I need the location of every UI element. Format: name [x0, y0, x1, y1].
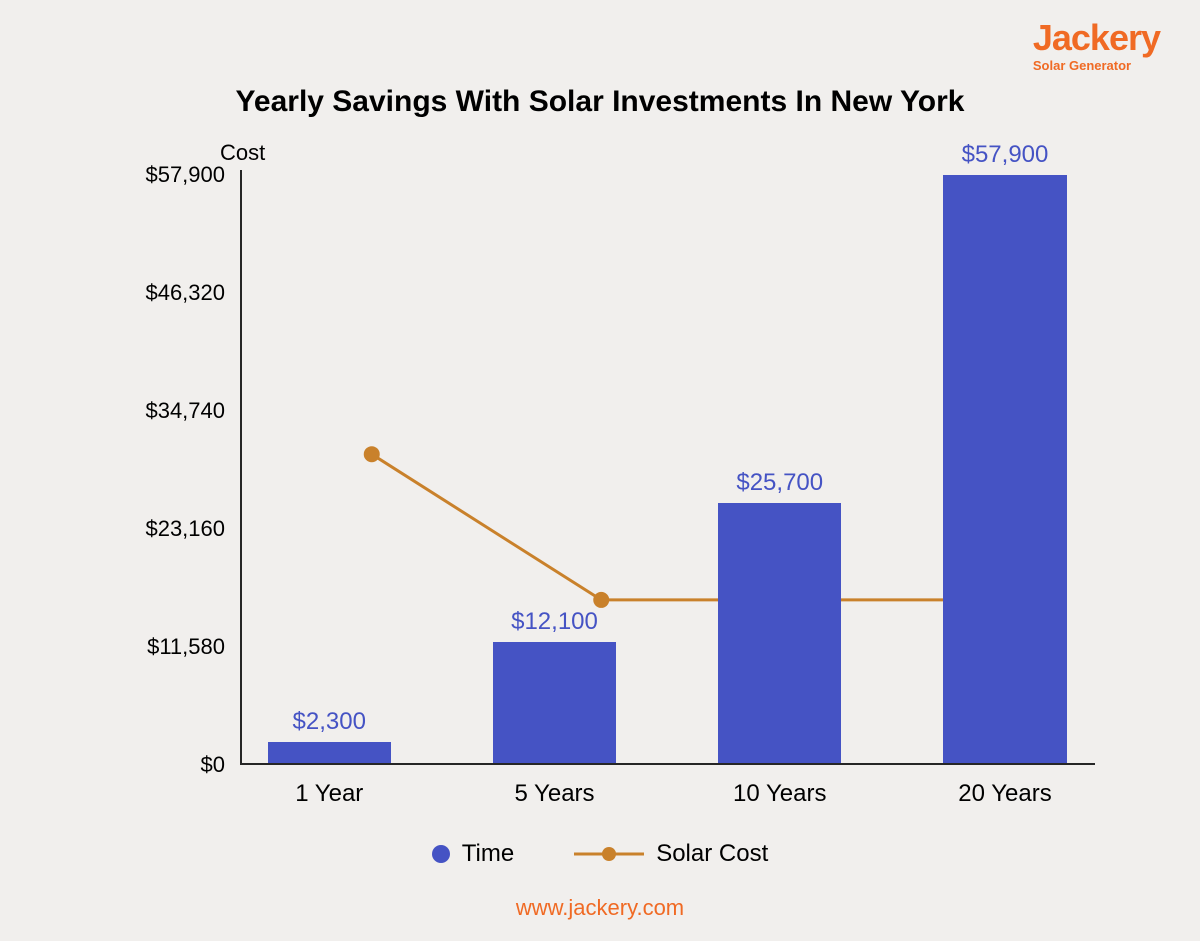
- legend-item: Solar Cost: [574, 840, 768, 868]
- y-tick-label: $46,320: [105, 280, 225, 306]
- legend-item: Time: [432, 840, 514, 868]
- y-tick-label: $34,740: [105, 398, 225, 424]
- bar-value-label: $2,300: [249, 708, 409, 736]
- line-marker: [364, 446, 380, 462]
- bar: [718, 503, 841, 763]
- footer-url: www.jackery.com: [0, 895, 1200, 921]
- x-tick-label: 10 Years: [680, 780, 880, 808]
- legend-marker-line: [574, 845, 644, 863]
- chart-plot-area: $0$11,580$23,160$34,740$46,320$57,900$2,…: [240, 175, 1090, 765]
- bar: [943, 175, 1066, 763]
- y-tick-label: $0: [105, 752, 225, 778]
- legend-marker-dot: [432, 845, 450, 863]
- bar: [493, 642, 616, 763]
- bar-value-label: $25,700: [700, 469, 860, 497]
- chart-title: Yearly Savings With Solar Investments In…: [0, 85, 1200, 119]
- bar-value-label: $12,100: [475, 608, 635, 636]
- bar-value-label: $57,900: [925, 141, 1085, 169]
- x-tick-label: 1 Year: [229, 780, 429, 808]
- brand-logo: Jackery Solar Generator: [1033, 20, 1160, 73]
- brand-name: Jackery: [1033, 20, 1160, 56]
- chart-legend: Time Solar Cost: [0, 840, 1200, 868]
- y-tick-label: $23,160: [105, 516, 225, 542]
- y-tick-label: $11,580: [105, 634, 225, 660]
- bar: [268, 742, 391, 763]
- x-tick-label: 20 Years: [905, 780, 1105, 808]
- y-tick-label: $57,900: [105, 162, 225, 188]
- legend-label: Solar Cost: [656, 840, 768, 868]
- legend-label: Time: [462, 840, 514, 868]
- y-axis-title: Cost: [220, 140, 265, 166]
- line-marker: [593, 592, 609, 608]
- x-tick-label: 5 Years: [455, 780, 655, 808]
- brand-tagline: Solar Generator: [1033, 58, 1160, 73]
